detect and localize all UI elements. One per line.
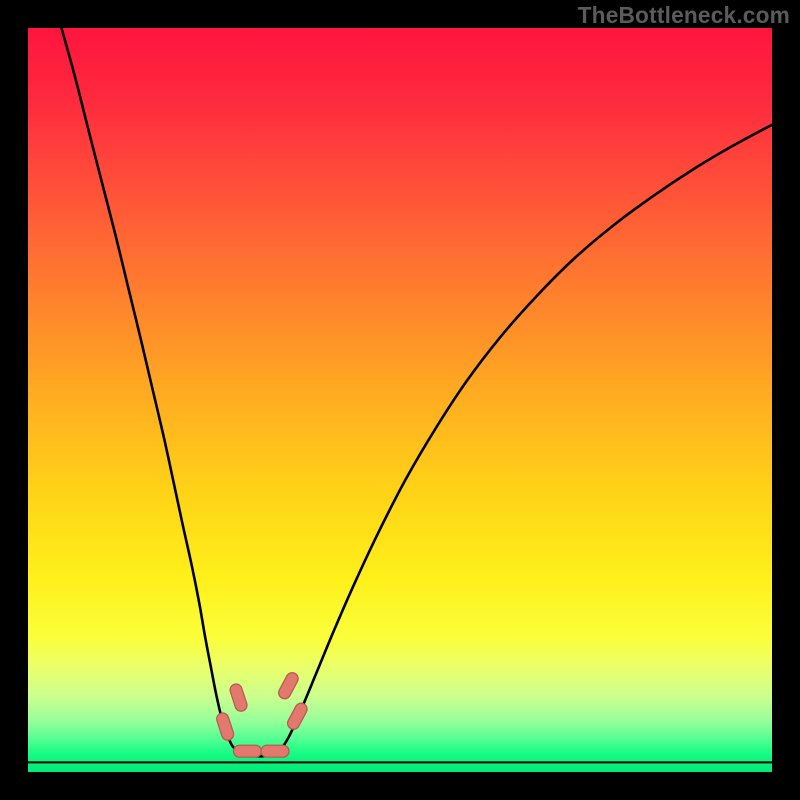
- gradient-background: [28, 28, 772, 772]
- stage: TheBottleneck.com: [0, 0, 800, 800]
- marker-capsule: [233, 745, 261, 757]
- watermark-text: TheBottleneck.com: [578, 2, 790, 29]
- marker-capsule: [261, 745, 289, 757]
- plot-area: [28, 28, 772, 772]
- chart-svg: [28, 28, 772, 772]
